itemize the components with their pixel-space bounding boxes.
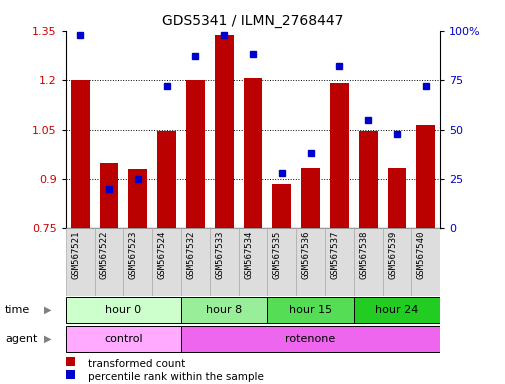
Bar	[300, 167, 319, 228]
Bar	[181, 326, 439, 352]
Text: time: time	[5, 305, 30, 315]
Bar	[99, 162, 118, 228]
Bar	[128, 169, 147, 228]
Text: GSM567538: GSM567538	[359, 230, 368, 279]
Text: control: control	[104, 334, 142, 344]
Title: GDS5341 / ILMN_2768447: GDS5341 / ILMN_2768447	[162, 14, 343, 28]
Bar	[353, 228, 382, 296]
Bar	[353, 297, 439, 323]
Bar	[157, 131, 176, 228]
Text: GSM567521: GSM567521	[71, 230, 80, 279]
Text: ▶: ▶	[44, 305, 52, 315]
Text: GSM567535: GSM567535	[272, 230, 281, 279]
Text: agent: agent	[5, 334, 37, 344]
Text: hour 0: hour 0	[105, 305, 141, 315]
Bar	[329, 83, 348, 228]
Bar	[324, 228, 353, 296]
Bar	[295, 228, 324, 296]
Bar	[243, 78, 262, 228]
Text: GSM567540: GSM567540	[416, 230, 425, 279]
Bar	[94, 228, 123, 296]
Bar	[411, 228, 439, 296]
Bar	[123, 228, 152, 296]
Text: ▶: ▶	[44, 334, 52, 344]
Text: GSM567533: GSM567533	[215, 230, 224, 279]
Bar	[66, 297, 181, 323]
Text: GSM567522: GSM567522	[100, 230, 109, 279]
Text: GSM567536: GSM567536	[301, 230, 310, 279]
Bar	[238, 228, 267, 296]
Bar	[215, 35, 233, 228]
Text: GSM567534: GSM567534	[243, 230, 252, 279]
Bar	[66, 326, 181, 352]
Bar	[66, 228, 94, 296]
Bar	[416, 125, 434, 228]
Text: GSM567539: GSM567539	[387, 230, 396, 279]
Text: GSM567532: GSM567532	[186, 230, 195, 279]
Bar	[267, 228, 295, 296]
Bar	[186, 80, 205, 228]
Text: GSM567537: GSM567537	[330, 230, 339, 279]
Text: GSM567524: GSM567524	[157, 230, 166, 279]
Bar	[382, 228, 411, 296]
Bar	[358, 131, 377, 228]
Text: hour 24: hour 24	[375, 305, 418, 315]
Text: percentile rank within the sample: percentile rank within the sample	[87, 372, 263, 382]
Bar	[387, 167, 406, 228]
Bar	[210, 228, 238, 296]
Bar	[152, 228, 181, 296]
Bar	[267, 297, 353, 323]
Bar	[272, 184, 290, 228]
Text: transformed count: transformed count	[87, 359, 184, 369]
Bar	[181, 228, 210, 296]
Bar	[71, 80, 89, 228]
Bar	[181, 297, 267, 323]
Text: hour 15: hour 15	[288, 305, 331, 315]
Text: rotenone: rotenone	[285, 334, 335, 344]
Text: GSM567523: GSM567523	[129, 230, 137, 279]
Text: hour 8: hour 8	[206, 305, 242, 315]
